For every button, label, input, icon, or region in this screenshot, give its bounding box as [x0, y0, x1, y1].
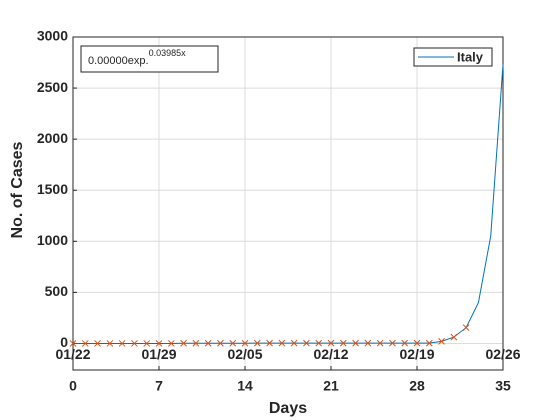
marker-x — [389, 339, 396, 347]
axes-box — [72, 36, 504, 371]
data-point — [69, 340, 77, 347]
marker-x — [364, 339, 372, 347]
y-tick-label: 2000 — [37, 130, 68, 146]
y-tick-label: 1000 — [37, 232, 68, 248]
y-tick-label: 2500 — [37, 79, 68, 95]
marker-x — [413, 339, 421, 347]
data-point — [204, 339, 212, 347]
marker-x — [401, 339, 409, 347]
data-point — [131, 340, 138, 347]
data-point — [229, 339, 237, 347]
marker-x — [278, 339, 286, 347]
annotation-box — [80, 45, 219, 73]
marker-x — [266, 339, 273, 347]
data-point — [192, 339, 200, 347]
data-point — [389, 339, 396, 347]
marker-x — [229, 339, 237, 347]
marker-x — [192, 339, 200, 347]
annotation: 0.00000exp.0.03985x — [88, 48, 186, 67]
data-point — [217, 339, 224, 347]
data-point — [266, 339, 273, 347]
marker-x — [450, 333, 458, 341]
data-point — [290, 339, 298, 347]
x-tick-label: 0 — [69, 378, 77, 394]
marker-x — [339, 339, 347, 347]
data-point — [180, 339, 187, 347]
marker-x — [241, 339, 249, 347]
marker-x — [118, 340, 126, 347]
annotation-exponent: 0.03985x — [149, 48, 187, 58]
marker-x — [425, 339, 433, 347]
x-tick-label: 21 — [323, 378, 339, 394]
data-point — [413, 339, 421, 347]
legend-label: Italy — [457, 49, 484, 64]
y-tick-label: 500 — [45, 283, 69, 299]
marker-x — [81, 340, 89, 347]
marker-x — [180, 339, 187, 347]
x-tick-label: 14 — [237, 378, 253, 394]
data-point — [425, 339, 433, 347]
data-point — [364, 339, 372, 347]
marker-x — [376, 339, 384, 347]
marker-x — [204, 339, 212, 347]
marker-x — [106, 340, 114, 347]
data-point — [315, 339, 323, 347]
marker-x — [94, 340, 101, 347]
data-point — [376, 339, 384, 347]
date-label: 01/29 — [141, 346, 176, 362]
data-point — [81, 340, 89, 347]
data-point — [339, 339, 347, 347]
y-tick-label: 1500 — [37, 181, 68, 197]
data-point — [167, 340, 175, 347]
marker-x — [253, 339, 261, 347]
marker-x — [69, 340, 77, 347]
x-tick-label: 7 — [155, 378, 163, 394]
x-tick-label: 28 — [409, 378, 425, 394]
y-tick-label: 3000 — [37, 28, 68, 44]
data-point — [94, 340, 101, 347]
x-axis-label: Days — [269, 400, 307, 417]
marker-x — [438, 338, 445, 345]
data-point — [438, 338, 445, 345]
marker-x — [352, 339, 359, 347]
date-label: 02/26 — [485, 346, 520, 362]
data-point — [303, 339, 310, 347]
date-label: 02/05 — [227, 346, 262, 362]
marker-x — [290, 339, 298, 347]
marker-x — [315, 339, 323, 347]
x-tick-label: 35 — [495, 378, 511, 394]
y-axis-label: No. of Cases — [9, 141, 26, 238]
data-point — [352, 339, 359, 347]
marker-x — [303, 339, 310, 347]
data-point — [106, 340, 114, 347]
annotation-base: 0.00000exp. — [88, 55, 149, 67]
data-point — [462, 324, 470, 331]
data-point — [155, 340, 163, 347]
date-label: 02/19 — [399, 346, 434, 362]
marker-x — [217, 339, 224, 347]
y-tick-label: 0 — [60, 334, 68, 350]
data-point — [327, 339, 335, 347]
date-label: 02/12 — [313, 346, 348, 362]
line-series — [73, 64, 504, 344]
data-point — [143, 340, 151, 347]
data-point — [450, 333, 458, 341]
data-point — [278, 339, 286, 347]
marker-x — [155, 340, 163, 347]
marker-x — [131, 340, 138, 347]
marker-x — [327, 339, 335, 347]
data-point — [401, 339, 409, 347]
data-point — [118, 340, 126, 347]
marker-x — [167, 340, 175, 347]
plot-area — [73, 37, 503, 370]
marker-x — [143, 340, 151, 347]
date-label: 01/22 — [55, 346, 90, 362]
marker-x — [462, 324, 470, 331]
data-point — [241, 339, 249, 347]
data-point — [253, 339, 261, 347]
